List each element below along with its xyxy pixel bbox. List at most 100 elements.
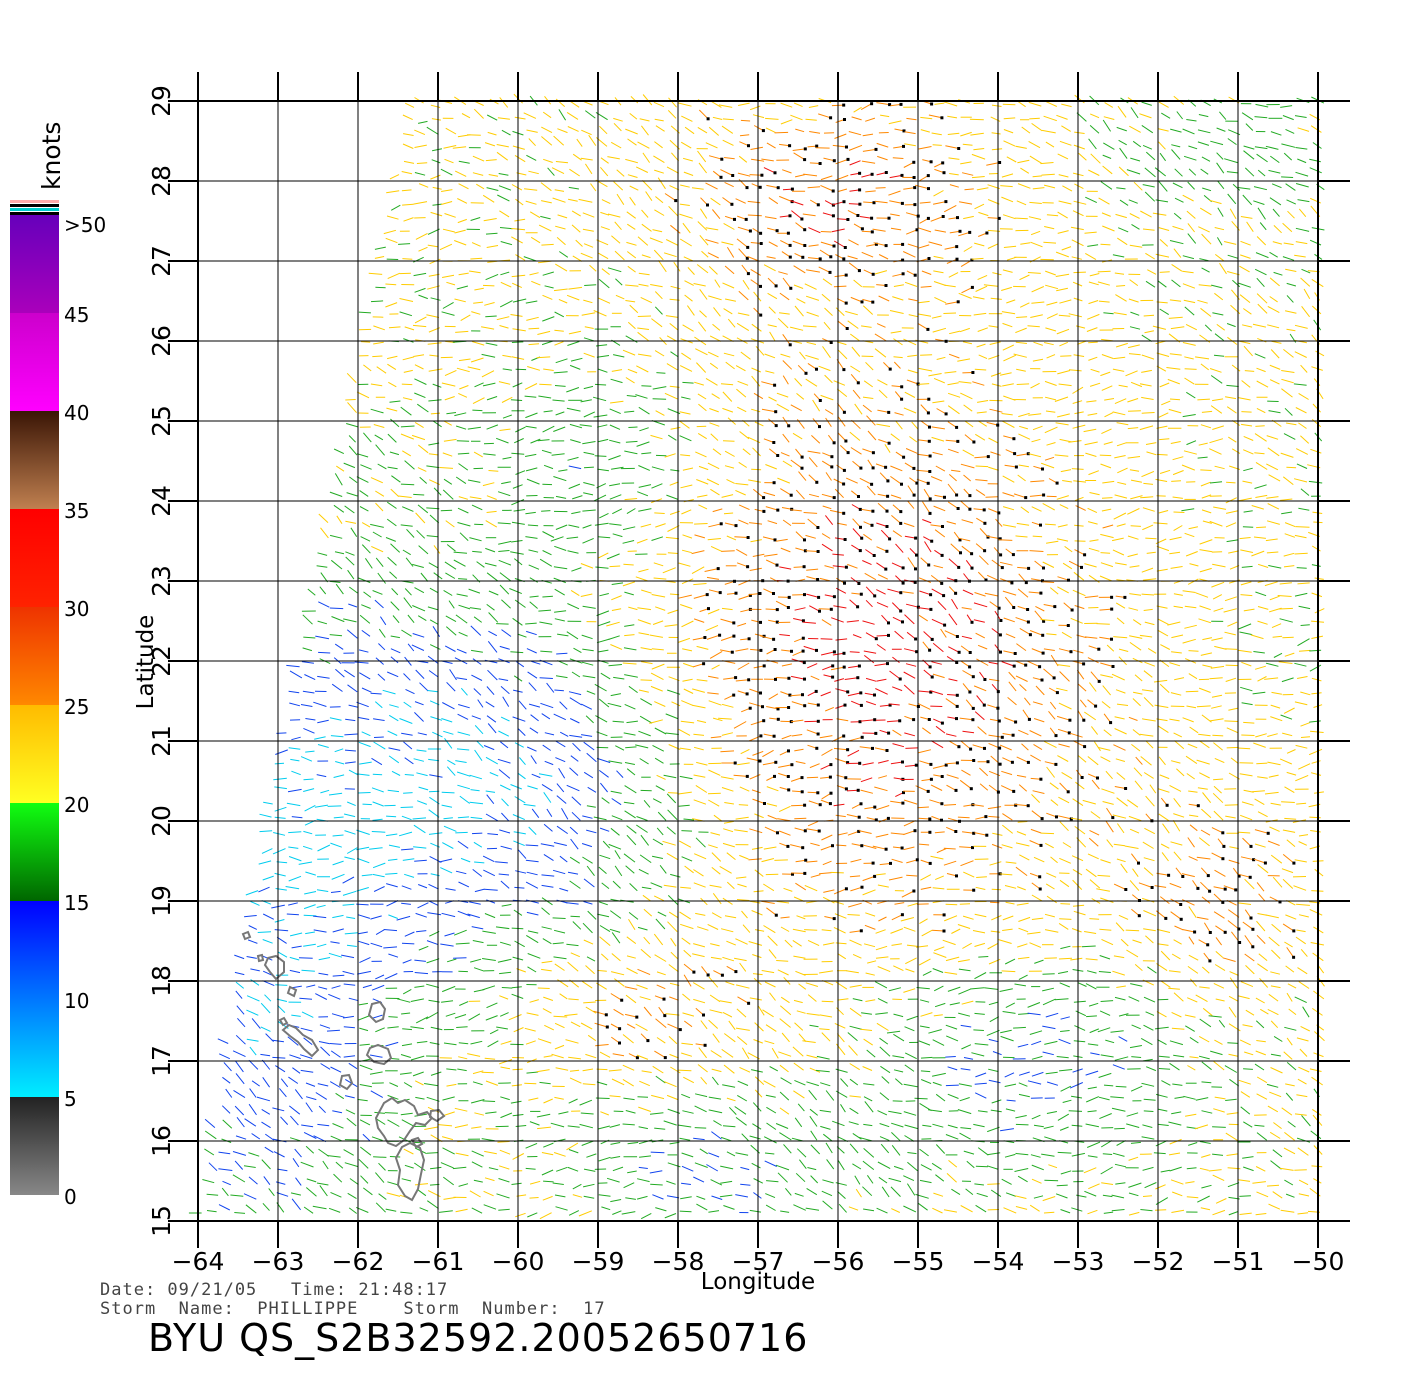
rain-flag-marker [703, 636, 707, 639]
wind-vector [949, 184, 959, 188]
wind-vector [835, 758, 848, 764]
wind-vector [583, 352, 595, 358]
rain-flag-marker [775, 229, 779, 233]
wind-vector [593, 816, 607, 821]
rain-flag-marker [898, 719, 902, 723]
rain-flag-marker [732, 693, 736, 697]
rain-flag-marker [902, 791, 905, 795]
wind-vector [1046, 766, 1055, 778]
wind-vector [571, 210, 581, 217]
rain-flag-marker [858, 188, 862, 192]
wind-vector [669, 481, 679, 486]
wind-vector [711, 101, 722, 108]
wind-vector [414, 316, 427, 324]
rain-flag-marker [1026, 804, 1030, 808]
wind-vector [1115, 213, 1127, 219]
wind-vector [780, 691, 791, 696]
wind-vector [1019, 425, 1029, 430]
wind-vector [655, 125, 665, 132]
wind-vector [359, 761, 372, 765]
wind-vector [776, 900, 790, 904]
wind-vector [473, 451, 483, 458]
wind-vector [1074, 605, 1085, 610]
rain-flag-marker [956, 507, 960, 510]
rain-flag-marker [1179, 903, 1183, 906]
wind-vector [1016, 383, 1030, 385]
wind-vector [442, 228, 455, 233]
rain-flag-marker [926, 216, 930, 220]
colorbar-tick-label: 35 [64, 499, 89, 523]
wind-vector [527, 524, 539, 527]
wind-vector [1310, 448, 1322, 454]
rain-flag-marker [803, 704, 807, 708]
wind-vector [373, 718, 385, 721]
wind-vector [803, 173, 818, 177]
wind-vector [933, 718, 943, 724]
wind-vector [894, 630, 904, 640]
wind-vector [964, 188, 974, 191]
wind-vector [1132, 939, 1142, 944]
wind-vector [499, 227, 513, 230]
wind-vector [316, 943, 327, 948]
wind-vector [1215, 925, 1226, 933]
rain-flag-marker [899, 591, 903, 595]
wind-vector [557, 128, 568, 134]
wind-vector [1252, 790, 1265, 793]
wind-vector [626, 241, 637, 246]
wind-vector [546, 682, 555, 693]
wind-vector [711, 393, 720, 400]
wind-vector [386, 815, 397, 818]
wind-vector [570, 357, 583, 362]
wind-vector [932, 764, 947, 769]
wind-vector [471, 341, 485, 346]
wind-vector [1169, 536, 1182, 541]
rain-flag-marker [913, 203, 917, 207]
wind-vector [1182, 128, 1195, 135]
wind-vector [877, 409, 889, 413]
wind-vector [1045, 100, 1058, 107]
wind-vector [946, 774, 959, 779]
wind-vector [1174, 740, 1185, 750]
rain-flag-marker [842, 257, 846, 261]
wind-vector [1145, 442, 1157, 445]
wind-vector [889, 703, 900, 706]
wind-vector [790, 719, 804, 723]
wind-vector [1243, 510, 1253, 513]
wind-vector [1309, 158, 1321, 163]
wind-vector [820, 241, 835, 247]
wind-vector [1170, 441, 1181, 444]
wind-vector [1117, 105, 1127, 118]
wind-vector [587, 786, 597, 793]
rain-flag-marker [1110, 595, 1114, 599]
wind-vector [705, 377, 718, 386]
wind-vector [1031, 810, 1043, 819]
wind-vector [790, 114, 803, 121]
wind-vector [1243, 145, 1255, 150]
wind-vector [749, 828, 763, 834]
rain-flag-marker [901, 566, 905, 570]
wind-vector [527, 366, 541, 371]
wind-vector [985, 496, 998, 498]
wind-vector [428, 453, 439, 456]
wind-vector [1282, 222, 1293, 233]
wind-vector [358, 649, 369, 653]
wind-vector [1055, 251, 1069, 258]
wind-vector [1085, 868, 1097, 878]
wind-vector [1251, 505, 1264, 510]
wind-vector [667, 110, 677, 119]
wind-vector [889, 310, 904, 314]
wind-vector [553, 842, 567, 846]
wind-vector [666, 494, 679, 500]
rain-flag-marker [944, 200, 948, 204]
rain-flag-marker [928, 861, 932, 865]
wind-vector [683, 818, 695, 821]
wind-vector [1182, 270, 1194, 274]
wind-vector [344, 505, 355, 514]
rain-flag-marker [1082, 662, 1086, 666]
wind-vector [991, 148, 1003, 151]
wind-vector [1128, 716, 1138, 721]
wind-vector [1202, 187, 1212, 192]
rain-flag-marker [746, 245, 750, 249]
rain-flag-marker [928, 817, 932, 821]
wind-vector [1160, 644, 1171, 650]
